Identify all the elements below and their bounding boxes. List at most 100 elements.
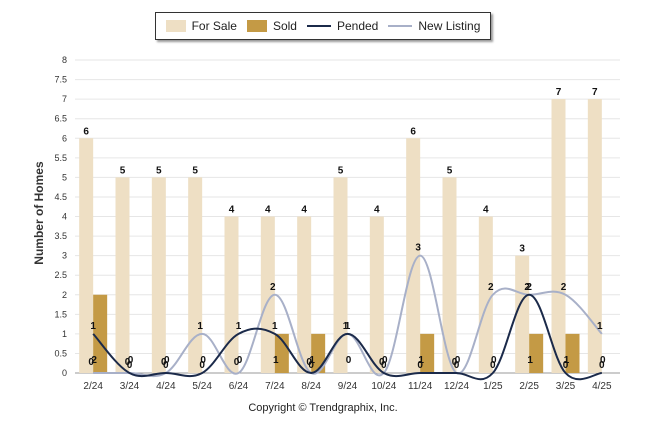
- label-for-sale: 5: [338, 165, 344, 176]
- label-pended: 0: [381, 360, 387, 371]
- bar-for-sale: [151, 177, 166, 373]
- legend-label-new-listing: New Listing: [418, 19, 481, 33]
- x-tick-label: 8/24: [301, 381, 321, 392]
- y-tick-label: 2.5: [54, 270, 67, 280]
- label-new-listing: 0: [88, 357, 94, 368]
- label-sold: 0: [164, 355, 170, 366]
- x-tick-label: 4/24: [156, 381, 176, 392]
- bar-for-sale: [369, 216, 384, 373]
- legend-label-sold: Sold: [272, 19, 297, 33]
- label-new-listing: 0: [452, 357, 458, 368]
- y-tick-label: 3.5: [54, 231, 67, 241]
- label-new-listing: 2: [270, 282, 276, 293]
- y-tick-label: 6: [62, 133, 67, 143]
- bar-for-sale: [224, 216, 239, 373]
- bar-sold: [311, 333, 326, 373]
- label-pended: 0: [490, 360, 496, 371]
- label-for-sale: 7: [556, 87, 562, 98]
- x-tick-label: 5/24: [192, 381, 212, 392]
- bar-for-sale: [115, 177, 130, 373]
- pended-swatch: [306, 25, 331, 27]
- x-tick-label: 11/24: [408, 381, 433, 392]
- label-sold: 0: [600, 355, 606, 366]
- label-for-sale: 6: [83, 126, 89, 137]
- legend-item-pended: Pended: [306, 19, 379, 33]
- label-pended: 0: [417, 360, 423, 371]
- legend-item-for-sale: For Sale: [165, 19, 237, 33]
- x-tick-label: 1/25: [483, 381, 503, 392]
- bar-for-sale: [188, 177, 203, 373]
- bar-sold: [565, 333, 580, 373]
- label-for-sale: 7: [592, 87, 598, 98]
- label-new-listing: 1: [343, 321, 349, 332]
- label-new-listing: 1: [197, 321, 203, 332]
- y-tick-label: 6.5: [54, 114, 67, 124]
- label-for-sale: 4: [301, 205, 307, 216]
- label-new-listing: 0: [125, 357, 131, 368]
- legend-item-sold: Sold: [246, 19, 297, 33]
- y-tick-label: 4.5: [54, 192, 67, 202]
- label-sold: 1: [527, 355, 533, 366]
- bar-for-sale: [297, 216, 312, 373]
- label-pended: 0: [127, 360, 133, 371]
- label-sold: 0: [346, 355, 352, 366]
- label-pended: 1: [90, 321, 96, 332]
- label-for-sale: 4: [374, 205, 380, 216]
- x-tick-label: 3/25: [556, 381, 576, 392]
- x-tick-label: 2/25: [519, 381, 539, 392]
- label-pended: 2: [526, 282, 532, 293]
- bar-sold: [529, 333, 544, 373]
- y-tick-label: 3: [62, 251, 67, 261]
- label-pended: 0: [199, 360, 205, 371]
- label-new-listing: 2: [524, 282, 530, 293]
- label-new-listing: 1: [597, 321, 603, 332]
- label-pended: 0: [308, 360, 314, 371]
- y-tick-label: 4: [62, 212, 67, 222]
- label-pended: 1: [236, 321, 242, 332]
- label-for-sale: 4: [483, 205, 489, 216]
- label-for-sale: 5: [156, 165, 162, 176]
- y-tick-label: 7.5: [54, 75, 67, 85]
- bar-for-sale: [406, 138, 421, 373]
- x-tick-label: 10/24: [371, 381, 396, 392]
- label-sold: 1: [418, 355, 424, 366]
- x-tick-label: 7/24: [265, 381, 285, 392]
- legend: For Sale Sold Pended New Listing: [155, 12, 491, 40]
- x-tick-label: 12/24: [444, 381, 469, 392]
- legend-label-pended: Pended: [336, 19, 379, 33]
- label-sold: 0: [200, 355, 206, 366]
- x-tick-label: 6/24: [229, 381, 249, 392]
- label-new-listing: 0: [306, 357, 312, 368]
- label-new-listing: 2: [561, 282, 567, 293]
- bar-sold: [93, 294, 108, 373]
- label-new-listing: 2: [488, 282, 494, 293]
- label-for-sale: 6: [410, 126, 416, 137]
- label-for-sale: 5: [447, 165, 453, 176]
- y-tick-label: 5.5: [54, 153, 67, 163]
- label-pended: 0: [454, 360, 460, 371]
- sold-swatch: [246, 20, 267, 32]
- bar-for-sale: [587, 99, 602, 373]
- y-tick-label: 0: [62, 368, 67, 378]
- bar-for-sale: [79, 138, 94, 373]
- label-sold: 2: [91, 355, 97, 366]
- label-pended: 0: [599, 360, 605, 371]
- label-sold: 0: [237, 355, 243, 366]
- x-tick-label: 9/24: [338, 381, 358, 392]
- label-new-listing: 0: [379, 357, 385, 368]
- label-new-listing: 0: [234, 357, 240, 368]
- bar-for-sale: [478, 216, 493, 373]
- x-tick-label: 2/24: [83, 381, 103, 392]
- y-tick-label: 0.5: [54, 348, 67, 358]
- bar-for-sale: [260, 216, 275, 373]
- label-sold: 0: [128, 355, 134, 366]
- x-tick-label: 4/25: [592, 381, 612, 392]
- label-for-sale: 4: [229, 205, 235, 216]
- x-tick-label: 3/24: [120, 381, 140, 392]
- label-new-listing: 0: [161, 357, 167, 368]
- legend-label-for-sale: For Sale: [191, 19, 237, 33]
- label-pended: 1: [272, 321, 278, 332]
- label-sold: 1: [564, 355, 570, 366]
- y-axis-title: Number of Homes: [32, 161, 46, 265]
